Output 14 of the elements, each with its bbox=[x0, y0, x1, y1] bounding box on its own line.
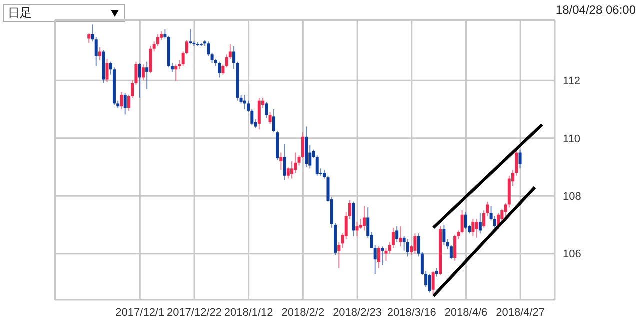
text: 18/04/28 06:00 bbox=[556, 3, 636, 17]
y-tick-label: 108 bbox=[563, 190, 582, 203]
x-tick-label: 2018/2/2 bbox=[282, 306, 325, 319]
x-tick-label: 2017/12/22 bbox=[166, 306, 222, 319]
x-tick-label: 2018/2/23 bbox=[333, 306, 382, 319]
x-tick-label: 2018/4/6 bbox=[444, 306, 488, 319]
x-tick-label: 2018/3/16 bbox=[387, 306, 436, 319]
y-tick-label: 106 bbox=[563, 248, 582, 261]
y-tick-label: 110 bbox=[563, 133, 581, 146]
x-tick-label: 2018/4/27 bbox=[496, 306, 546, 319]
dropdown: 日足 bbox=[3, 4, 125, 22]
x-tick-label: 2018/1/12 bbox=[224, 306, 274, 319]
x-tick-label: 2017/12/1 bbox=[116, 306, 165, 319]
y-tick-label: 112 bbox=[563, 76, 581, 88]
